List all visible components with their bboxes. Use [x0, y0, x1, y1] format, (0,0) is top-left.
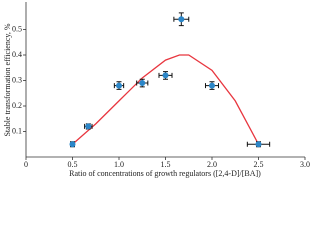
x-tick-label: 3.0	[300, 160, 310, 169]
data-point	[85, 123, 92, 130]
data-point	[178, 16, 185, 23]
x-tick-label: 0	[24, 160, 28, 169]
x-axis-label: Ratio of concentrations of growth regula…	[69, 169, 261, 178]
data-point	[139, 80, 146, 87]
y-tick-label: 0.2	[12, 101, 22, 110]
data-point	[162, 72, 169, 79]
x-tick-label: 2.0	[207, 160, 217, 169]
data-point	[116, 82, 122, 89]
data-point	[209, 82, 215, 89]
fit-curve	[72, 54, 260, 145]
y-tick-label: 0.1	[12, 126, 22, 135]
y-tick-label: 0.3	[12, 75, 22, 84]
x-tick-label: 0.5	[68, 160, 78, 169]
x-tick-label: 1.5	[161, 160, 171, 169]
data-point	[255, 141, 262, 148]
x-tick-label: 2.5	[254, 160, 264, 169]
data-point	[69, 141, 76, 148]
y-axis-label: Stable transformation efficiency, %	[3, 23, 12, 136]
y-tick-label: 0.5	[12, 24, 22, 33]
x-tick-label: 1.0	[114, 160, 124, 169]
chart: Ratio of concentrations of growth regula…	[3, 2, 310, 178]
y-tick-label: 0.4	[12, 50, 22, 59]
